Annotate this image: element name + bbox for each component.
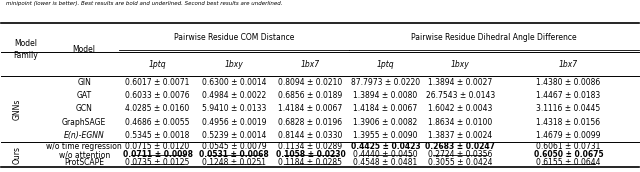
Text: 0.0735 ± 0.0125: 0.0735 ± 0.0125 <box>125 158 189 168</box>
Text: 0.0711 ± 0.0098: 0.0711 ± 0.0098 <box>122 150 193 159</box>
Text: 1.4318 ± 0.0156: 1.4318 ± 0.0156 <box>536 117 600 127</box>
Text: 0.1134 ± 0.0289: 0.1134 ± 0.0289 <box>278 142 342 150</box>
Text: 0.8144 ± 0.0330: 0.8144 ± 0.0330 <box>278 131 342 140</box>
Text: 0.6828 ± 0.0196: 0.6828 ± 0.0196 <box>278 117 342 127</box>
Text: 0.4425 ± 0.0423: 0.4425 ± 0.0423 <box>351 142 420 150</box>
Text: w/o time regression: w/o time regression <box>46 142 122 150</box>
Text: 0.4440 ± 0.0450: 0.4440 ± 0.0450 <box>353 150 418 159</box>
Text: 0.5345 ± 0.0018: 0.5345 ± 0.0018 <box>125 131 189 140</box>
Text: 1.4184 ± 0.0067: 1.4184 ± 0.0067 <box>353 104 417 113</box>
Text: 1bxy: 1bxy <box>451 60 470 68</box>
Text: 5.9410 ± 0.0133: 5.9410 ± 0.0133 <box>202 104 266 113</box>
Text: 0.8094 ± 0.0210: 0.8094 ± 0.0210 <box>278 78 342 87</box>
Text: Model: Model <box>73 45 96 54</box>
Text: Pairwise Residue Dihedral Angle Difference: Pairwise Residue Dihedral Angle Differen… <box>411 33 577 42</box>
Text: 87.7973 ± 0.0220: 87.7973 ± 0.0220 <box>351 78 420 87</box>
Text: 0.0715 ± 0.0120: 0.0715 ± 0.0120 <box>125 142 189 150</box>
Text: 3.1116 ± 0.0445: 3.1116 ± 0.0445 <box>536 104 601 113</box>
Text: GIN: GIN <box>77 78 91 87</box>
Text: 0.4984 ± 0.0022: 0.4984 ± 0.0022 <box>202 91 266 100</box>
Text: 1ptq: 1ptq <box>148 60 166 68</box>
Text: 0.6017 ± 0.0071: 0.6017 ± 0.0071 <box>125 78 189 87</box>
Text: 1.3894 ± 0.0027: 1.3894 ± 0.0027 <box>428 78 492 87</box>
Text: 0.6300 ± 0.0014: 0.6300 ± 0.0014 <box>202 78 266 87</box>
Text: GAT: GAT <box>77 91 92 100</box>
Text: 1.3837 ± 0.0024: 1.3837 ± 0.0024 <box>428 131 492 140</box>
Text: 4.0285 ± 0.0160: 4.0285 ± 0.0160 <box>125 104 189 113</box>
Text: 1.3906 ± 0.0082: 1.3906 ± 0.0082 <box>353 117 417 127</box>
Text: 0.1058 ± 0.0230: 0.1058 ± 0.0230 <box>276 150 346 159</box>
Text: GraphSAGE: GraphSAGE <box>62 117 106 127</box>
Text: 1bx7: 1bx7 <box>559 60 578 68</box>
Text: GNNs: GNNs <box>13 98 22 120</box>
Text: Pairwise Residue COM Distance: Pairwise Residue COM Distance <box>174 33 294 42</box>
Text: E(n)-EGNN: E(n)-EGNN <box>64 131 104 140</box>
Text: 0.5239 ± 0.0014: 0.5239 ± 0.0014 <box>202 131 266 140</box>
Text: 1ptq: 1ptq <box>376 60 394 68</box>
Text: 1bxy: 1bxy <box>225 60 243 68</box>
Text: 0.6155 ± 0.0644: 0.6155 ± 0.0644 <box>536 158 601 168</box>
Text: 0.6050 ± 0.0675: 0.6050 ± 0.0675 <box>534 150 604 159</box>
Text: 0.0531 ± 0.0068: 0.0531 ± 0.0068 <box>199 150 269 159</box>
Text: 1bx7: 1bx7 <box>301 60 320 68</box>
Text: 26.7543 ± 0.0143: 26.7543 ± 0.0143 <box>426 91 495 100</box>
Text: 1.6042 ± 0.0043: 1.6042 ± 0.0043 <box>428 104 492 113</box>
Text: ProtSCAPE: ProtSCAPE <box>64 158 104 168</box>
Text: 1.4467 ± 0.0183: 1.4467 ± 0.0183 <box>536 91 601 100</box>
Text: 1.3894 ± 0.0080: 1.3894 ± 0.0080 <box>353 91 417 100</box>
Text: 0.3055 ± 0.0424: 0.3055 ± 0.0424 <box>428 158 492 168</box>
Text: 0.6856 ± 0.0189: 0.6856 ± 0.0189 <box>278 91 342 100</box>
Text: 0.1184 ± 0.0285: 0.1184 ± 0.0285 <box>278 158 342 168</box>
Text: 1.8634 ± 0.0100: 1.8634 ± 0.0100 <box>428 117 492 127</box>
Text: 1.4679 ± 0.0099: 1.4679 ± 0.0099 <box>536 131 601 140</box>
Text: GCN: GCN <box>76 104 93 113</box>
Text: 0.6061 ± 0.0731: 0.6061 ± 0.0731 <box>536 142 601 150</box>
Text: Model
Family: Model Family <box>13 39 38 60</box>
Text: 0.2724 ± 0.0356: 0.2724 ± 0.0356 <box>428 150 492 159</box>
Text: 0.4548 ± 0.0481: 0.4548 ± 0.0481 <box>353 158 417 168</box>
Text: Ours: Ours <box>13 146 22 164</box>
Text: minipoint (lower is better). Best results are bold and underlined. Second best r: minipoint (lower is better). Best result… <box>6 1 283 6</box>
Text: 1.4380 ± 0.0086: 1.4380 ± 0.0086 <box>536 78 601 87</box>
Text: w/o attention: w/o attention <box>59 150 110 159</box>
Text: 0.2683 ± 0.0247: 0.2683 ± 0.0247 <box>425 142 495 150</box>
Text: 0.4686 ± 0.0055: 0.4686 ± 0.0055 <box>125 117 189 127</box>
Text: 1.4184 ± 0.0067: 1.4184 ± 0.0067 <box>278 104 342 113</box>
Text: 0.6033 ± 0.0076: 0.6033 ± 0.0076 <box>125 91 190 100</box>
Text: 0.4956 ± 0.0019: 0.4956 ± 0.0019 <box>202 117 266 127</box>
Text: 0.0545 ± 0.0079: 0.0545 ± 0.0079 <box>202 142 266 150</box>
Text: 0.1248 ± 0.0251: 0.1248 ± 0.0251 <box>202 158 266 168</box>
Text: 1.3955 ± 0.0090: 1.3955 ± 0.0090 <box>353 131 417 140</box>
